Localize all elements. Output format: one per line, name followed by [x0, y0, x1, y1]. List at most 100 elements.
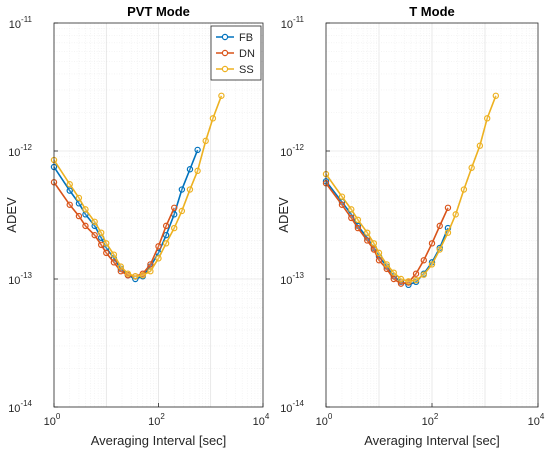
series-line-fb: [325, 180, 449, 286]
data-point-ss: [338, 193, 346, 200]
data-point-fb: [178, 186, 186, 193]
data-point-ss: [91, 218, 98, 225]
data-point-ss: [162, 240, 170, 247]
panel-t-mode: 100 102 104 10-14 10-13 10-12 10-11 T Mode Avera…: [276, 4, 545, 448]
data-point-ss: [117, 263, 125, 270]
data-point-ss: [132, 273, 139, 280]
legend-label-fb: FB: [239, 32, 253, 44]
y-tick-label: 10-13: [280, 271, 304, 287]
y-tick-label: 10-14: [8, 399, 32, 415]
series-dn: [322, 180, 452, 287]
series-line-dn: [325, 182, 449, 285]
y-tick-label: 10-11: [9, 15, 33, 31]
data-point-ss: [155, 255, 162, 262]
y-tick-label: 10-11: [281, 15, 305, 31]
data-point-ss: [75, 194, 83, 202]
data-point-ss: [171, 224, 178, 232]
x-tick-label: 102: [422, 412, 439, 428]
data-point-ss: [103, 240, 110, 247]
data-point-ss: [428, 261, 436, 268]
data-point-ss: [178, 207, 186, 215]
data-point-ss: [194, 167, 201, 175]
x-axis-label: Averaging Interval [sec]: [91, 433, 227, 448]
data-point-ss: [97, 229, 105, 236]
data-point-ss: [390, 269, 397, 276]
data-point-fb: [66, 187, 73, 194]
series-ss: [50, 92, 225, 280]
data-point-dn: [348, 214, 355, 222]
data-point-dn: [75, 212, 83, 220]
data-point-ss: [209, 115, 217, 122]
legend-label-dn: DN: [239, 48, 255, 60]
data-point-fb: [194, 146, 201, 154]
series-line-ss: [325, 95, 497, 283]
data-point-ss: [492, 92, 500, 99]
data-point-dn: [420, 257, 427, 264]
data-point-dn: [155, 243, 162, 250]
y-axis-label: ADEV: [276, 197, 291, 233]
data-point-dn: [354, 224, 362, 232]
grid: [53, 23, 263, 408]
data-point-ss: [397, 275, 405, 283]
data-point-ss: [354, 216, 362, 224]
data-point-ss: [468, 164, 475, 171]
legend-swatch-marker: [221, 33, 229, 41]
data-point-dn: [110, 259, 118, 266]
data-point-ss: [405, 278, 412, 285]
data-point-dn: [412, 270, 420, 277]
series-line-dn: [53, 181, 175, 278]
data-point-ss: [375, 249, 383, 257]
x-axis-label: Averaging Interval [sec]: [364, 433, 500, 448]
data-point-ss: [124, 270, 132, 277]
y-axis-label: ADEV: [4, 197, 19, 233]
data-point-ss: [110, 251, 118, 258]
data-point-ss: [444, 229, 452, 236]
y-tick-label: 10-14: [280, 399, 304, 415]
data-point-dn: [436, 222, 443, 230]
data-point-fb: [162, 231, 170, 239]
data-point-dn: [375, 257, 383, 264]
data-point-ss: [202, 137, 209, 145]
series-dn: [50, 179, 178, 280]
x-tick-label: 100: [316, 412, 333, 428]
chart-title: T Mode: [409, 4, 455, 19]
data-point-dn: [444, 204, 452, 211]
data-point-ss: [436, 246, 443, 253]
data-point-ss: [476, 142, 484, 149]
data-point-ss: [420, 271, 427, 278]
data-point-ss: [348, 206, 355, 213]
data-point-ss: [370, 240, 378, 247]
data-point-ss: [460, 186, 468, 193]
x-tick-label: 104: [253, 412, 270, 428]
chart-title: PVT Mode: [127, 4, 190, 19]
data-point-ss: [147, 268, 154, 275]
data-point-dn: [97, 241, 105, 249]
data-point-fb: [186, 166, 194, 173]
y-tick-label: 10-12: [280, 143, 304, 159]
data-point-dn: [171, 204, 178, 211]
data-point-dn: [91, 231, 98, 239]
data-point-dn: [383, 265, 390, 273]
x-tick-label: 104: [528, 412, 545, 428]
series-ss: [322, 92, 500, 285]
data-point-dn: [82, 222, 89, 230]
x-tick-label: 102: [148, 412, 165, 428]
data-point-dn: [390, 275, 397, 283]
data-point-dn: [147, 261, 154, 268]
legend: FB DN SS: [210, 25, 262, 81]
data-point-dn: [103, 249, 110, 257]
data-point-ss: [186, 186, 194, 193]
legend-label-ss: SS: [239, 64, 254, 76]
data-point-ss: [483, 115, 491, 122]
data-point-ss: [412, 276, 420, 284]
data-point-ss: [82, 206, 89, 213]
data-point-ss: [218, 92, 225, 99]
data-point-ss: [452, 211, 459, 218]
x-tick-label: 100: [44, 412, 61, 428]
panel-pvt-mode: 100 102 104 10-14 10-13 10-12 10-11 PVT Mode Ave…: [4, 4, 270, 448]
legend-swatch-marker: [221, 49, 229, 57]
data-point-ss: [66, 181, 73, 188]
data-point-ss: [364, 229, 371, 236]
legend-swatch-marker: [221, 65, 229, 73]
